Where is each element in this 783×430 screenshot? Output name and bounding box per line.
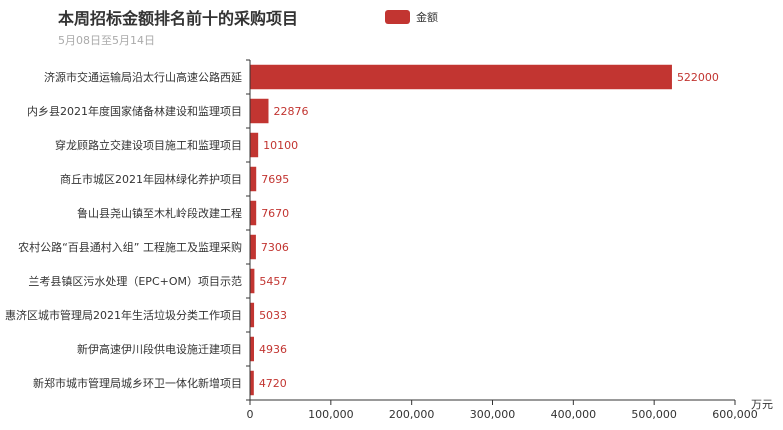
y-tick-label: 兰考县镇区污水处理（EPC+OM）项目示范 bbox=[28, 274, 242, 288]
bar[interactable] bbox=[250, 234, 256, 260]
bar[interactable] bbox=[250, 64, 672, 90]
y-tick-label: 新伊高速伊川段供电设施迁建项目 bbox=[77, 342, 242, 356]
bar[interactable] bbox=[250, 302, 255, 328]
bar[interactable] bbox=[250, 132, 259, 158]
bar[interactable] bbox=[250, 98, 269, 124]
bar-value-label: 5033 bbox=[259, 309, 287, 322]
chart-subtitle: 5月08日至5月14日 bbox=[58, 34, 155, 47]
bar[interactable] bbox=[250, 200, 257, 226]
x-tick-label: 600,000 bbox=[712, 408, 758, 421]
x-tick-label: 500,000 bbox=[631, 408, 677, 421]
legend-swatch bbox=[385, 10, 410, 24]
x-axis-label: 万元 bbox=[751, 398, 773, 411]
y-tick-label: 内乡县2021年度国家储备林建设和监理项目 bbox=[27, 104, 242, 118]
x-tick-label: 300,000 bbox=[470, 408, 516, 421]
y-tick-label: 鲁山县尧山镇至木札岭段改建工程 bbox=[77, 206, 242, 220]
bar-value-label: 7695 bbox=[261, 173, 289, 186]
bar[interactable] bbox=[250, 166, 257, 192]
bar-value-label: 4720 bbox=[259, 377, 287, 390]
bar[interactable] bbox=[250, 370, 254, 396]
legend[interactable]: 金额 bbox=[385, 10, 438, 24]
bar[interactable] bbox=[250, 268, 255, 294]
x-tick-label: 200,000 bbox=[389, 408, 435, 421]
bar-value-label: 22876 bbox=[273, 105, 308, 118]
bar-value-label: 4936 bbox=[259, 343, 287, 356]
y-tick-label: 新郑市城市管理局城乡环卫一体化新增项目 bbox=[33, 376, 242, 390]
x-tick-label: 400,000 bbox=[551, 408, 597, 421]
legend-label: 金额 bbox=[416, 10, 438, 24]
x-tick-label: 0 bbox=[247, 408, 254, 421]
bar-value-label: 5457 bbox=[259, 275, 287, 288]
y-tick-label: 商丘市城区2021年园林绿化养护项目 bbox=[60, 172, 242, 186]
x-tick-label: 100,000 bbox=[308, 408, 354, 421]
y-tick-label: 济源市交通运输局沿太行山高速公路西延 bbox=[44, 70, 242, 84]
bar-value-label: 10100 bbox=[263, 139, 298, 152]
bar-value-label: 7306 bbox=[261, 241, 289, 254]
bar-value-label: 522000 bbox=[677, 71, 719, 84]
chart-title: 本周招标金额排名前十的采购项目 bbox=[58, 9, 298, 28]
bar-value-label: 7670 bbox=[261, 207, 289, 220]
bar[interactable] bbox=[250, 336, 254, 362]
y-tick-label: 惠济区城市管理局2021年生活垃圾分类工作项目 bbox=[5, 308, 242, 322]
y-tick-label: 农村公路“百县通村入组” 工程施工及监理采购 bbox=[18, 240, 242, 254]
y-tick-label: 穿龙顾路立交建设项目施工和监理项目 bbox=[55, 138, 242, 152]
